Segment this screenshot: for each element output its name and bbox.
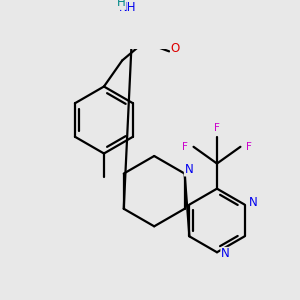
Text: N: N (221, 248, 230, 260)
Text: O: O (171, 42, 180, 55)
Text: F: F (246, 142, 252, 152)
Text: H: H (117, 0, 126, 9)
Text: N: N (184, 163, 193, 176)
Text: F: F (214, 123, 220, 134)
Text: NH: NH (119, 1, 137, 14)
Text: N: N (248, 196, 257, 209)
Text: F: F (182, 142, 188, 152)
